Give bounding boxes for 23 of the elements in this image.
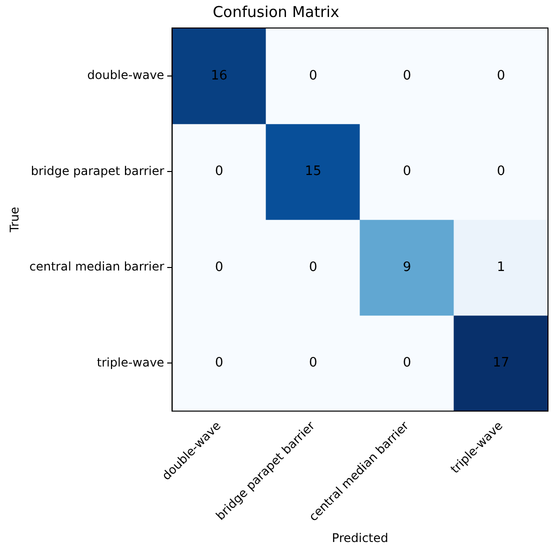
data-label: 0 — [402, 164, 412, 180]
data-label: 9 — [402, 260, 412, 275]
data-label: 0 — [308, 356, 318, 371]
y-tick-label: central median barrier — [29, 260, 164, 274]
data-label: 0 — [215, 260, 224, 275]
y-tick-label: bridge parapet barrier — [30, 164, 164, 178]
data-label: 0 — [308, 68, 318, 84]
data-label: 0 — [496, 164, 506, 180]
data-label: 0 — [308, 260, 318, 275]
data-label: 1 — [496, 260, 506, 275]
x-axis-title: Predicted — [332, 530, 388, 545]
data-label: 0 — [215, 356, 224, 371]
data-label: 0 — [402, 356, 412, 371]
data-label: 0 — [402, 68, 412, 84]
data-label: 17 — [492, 356, 510, 371]
y-tick-label: double-wave — [87, 68, 164, 82]
data-label: 16 — [210, 68, 228, 84]
data-label: 15 — [304, 164, 322, 180]
chart-title: Confusion Matrix — [212, 2, 340, 21]
data-label: 0 — [215, 164, 224, 180]
y-tick-label: triple-wave — [96, 355, 164, 370]
data-label: 0 — [496, 68, 506, 84]
y-axis-title: True — [7, 206, 22, 234]
